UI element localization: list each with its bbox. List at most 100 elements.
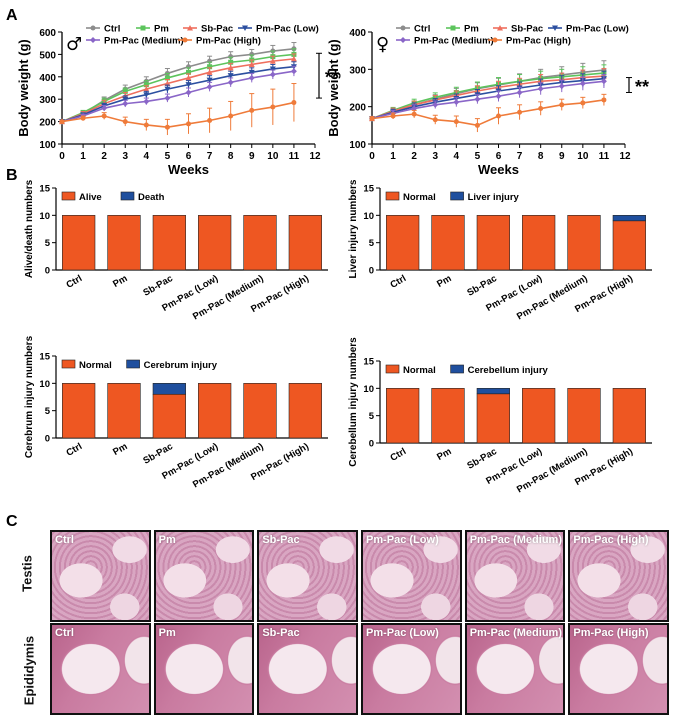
series-pm-pac-medium- (59, 65, 297, 125)
data-point (411, 111, 417, 117)
epididymis-image-sb-pac: Sb-Pac (257, 623, 359, 715)
bar-normal (476, 215, 510, 271)
data-point (249, 51, 255, 57)
data-point (122, 88, 128, 94)
series-line (371, 75, 604, 120)
legend-swatch (61, 359, 76, 369)
data-point (400, 37, 406, 43)
y-tick-label: 500 (39, 50, 56, 61)
legend-item: Alive (61, 191, 102, 203)
x-tick-label: Pm (435, 446, 453, 463)
data-point (290, 55, 297, 62)
series-ctrl (369, 60, 607, 122)
bar-alive (288, 215, 322, 271)
significance-label: ** (325, 68, 339, 88)
bar-normal (62, 383, 96, 439)
testis-image-ctrl: Ctrl (50, 530, 151, 622)
series-line (61, 65, 295, 123)
legend-swatch (126, 359, 140, 369)
legend-label: Normal (403, 365, 436, 376)
legend-swatch (450, 364, 464, 374)
x-tick-label: 4 (454, 151, 460, 162)
data-point (248, 69, 255, 76)
data-point (601, 97, 607, 103)
x-tick-label: 1 (80, 151, 86, 162)
tissue-label: Pm-Pac (Low) (366, 534, 439, 546)
legend-label: Pm-Pac (Low) (256, 24, 319, 35)
tissue-label: Pm (158, 534, 176, 546)
data-point (80, 115, 86, 121)
x-tick-label: Pm (111, 273, 129, 290)
y-tick-label: 10 (39, 379, 50, 390)
x-tick-label: 3 (122, 151, 128, 162)
y-tick-label: 0 (369, 266, 374, 277)
panel-b-label: B (6, 167, 18, 184)
bar-alive (62, 215, 96, 271)
bar-liver-injury (612, 215, 646, 222)
y-axis-label: Body weight (g) (16, 39, 31, 137)
x-tick-label: Ctrl (64, 441, 84, 459)
testis-image-pm: Pm (153, 530, 255, 622)
bar-alive (152, 215, 186, 271)
legend-item: Pm-Pac (Low) (238, 24, 319, 35)
legend-item: Pm-Pac (Medium) (396, 36, 494, 47)
bar-normal (386, 215, 420, 271)
legend-label: Normal (79, 360, 112, 371)
legend-label: Alive (79, 192, 102, 203)
x-tick-label: 11 (289, 151, 300, 162)
series-line (371, 80, 605, 120)
x-tick-label: Sb-Pac (141, 273, 174, 299)
bar-cerebrum-injury (152, 383, 186, 395)
x-tick-label: Ctrl (388, 446, 408, 464)
y-tick-label: 5 (45, 238, 51, 249)
data-point (474, 122, 480, 128)
bar-normal (431, 388, 465, 444)
legend-label: Ctrl (414, 24, 430, 35)
tissue-label: Pm-Pac (Medium) (469, 627, 562, 639)
tissue-label: Pm (158, 627, 176, 639)
y-tick-label: 300 (349, 65, 366, 76)
y-tick-label: 0 (369, 439, 374, 450)
bar-chart-cerebellum: 0 5 10 15 Cerebellum injury numbers Ctrl Pm Sb-… (348, 337, 652, 495)
x-tick-label: 8 (228, 151, 234, 162)
legend-item: Pm-Pac (Medium) (86, 36, 184, 47)
y-tick-label: 5 (45, 406, 51, 417)
x-tick-label: 12 (309, 151, 321, 162)
data-point (369, 116, 375, 122)
bar-normal (198, 383, 232, 439)
data-point (228, 54, 234, 60)
legend-label: Cerebrum injury (144, 360, 218, 371)
x-axis-label: Weeks (168, 162, 209, 177)
legend-swatch (450, 191, 464, 201)
x-tick-label: Pm (111, 441, 129, 458)
data-point (290, 68, 297, 75)
y-tick-label: 400 (349, 28, 366, 39)
x-axis-label: Weeks (478, 162, 519, 177)
data-point (579, 80, 586, 87)
data-point (269, 58, 276, 64)
series-line (61, 70, 295, 123)
legend-swatch (385, 191, 400, 201)
legend-label: Sb-Pac (201, 24, 233, 35)
data-point (248, 74, 255, 81)
data-point (185, 82, 192, 88)
bar-normal (386, 388, 420, 444)
data-point (182, 37, 188, 43)
legend-swatch (385, 364, 400, 374)
y-tick-label: 10 (363, 211, 374, 222)
data-point (538, 106, 544, 112)
legend-label: Pm (464, 24, 479, 35)
data-point (186, 121, 191, 127)
tissue-label: Sb-Pac (262, 627, 300, 639)
data-point (164, 95, 171, 102)
y-tick-label: 200 (39, 118, 56, 129)
legend-item: Ctrl (86, 24, 120, 35)
data-point (242, 25, 248, 31)
data-point (497, 25, 503, 31)
epididymis-image-pm-pac-high: Pm-Pac (High) (568, 623, 670, 715)
data-point (228, 113, 234, 119)
panel-c-label: C (6, 513, 18, 530)
bar-chart-cerebrum: 0 5 10 15 Cerebrum injury numbers Ctrl Pm Sb-Pa… (24, 335, 328, 490)
